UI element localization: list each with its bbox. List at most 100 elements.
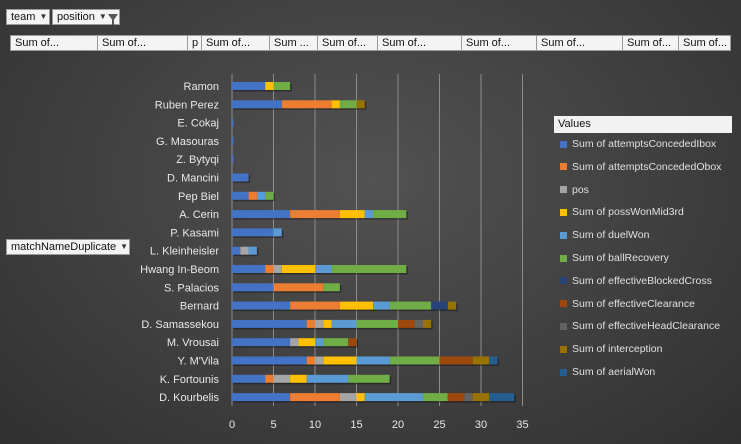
bar-segment <box>232 246 241 255</box>
bar-segment <box>281 265 315 273</box>
y-axis-tick-label: D. Samassekou <box>141 319 219 331</box>
bar-segment-group <box>422 319 433 330</box>
value-fields-row: Sum of... Sum of... p Sum of... Sum ... … <box>10 35 731 51</box>
bar-segment-group <box>232 210 292 220</box>
bar-segment-group <box>265 191 275 202</box>
y-axis-tick-label: Hwang In-Beom <box>140 264 219 276</box>
legend-swatch <box>560 368 567 376</box>
y-axis-tick-label: S. Palacios <box>164 282 220 294</box>
legend-title: Values <box>554 116 732 133</box>
bar-segment-group <box>232 173 251 183</box>
row-field-button[interactable]: matchNameDuplicate ▼ <box>6 239 130 255</box>
value-field-button[interactable]: Sum of... <box>10 35 97 51</box>
value-field-button[interactable]: Sum of... <box>377 35 461 51</box>
bar-segment <box>398 319 415 328</box>
bar-segment <box>447 393 465 402</box>
y-axis-tick-label: Y. M'Vila <box>178 356 220 368</box>
legend-item: Sum of ballRecovery <box>560 252 669 264</box>
bar-segment-group <box>256 191 267 202</box>
bar-segment-group <box>472 356 491 366</box>
bar-segment-group <box>298 338 317 348</box>
bar-segment <box>323 356 357 365</box>
y-axis-tick-label: L. Kleinheisler <box>150 246 219 258</box>
bar-segment <box>265 191 274 200</box>
legend-item: Sum of possWonMid3rd <box>560 206 684 218</box>
bar-segment-group <box>389 301 433 312</box>
value-field-button[interactable]: Sum of... <box>678 35 731 51</box>
team-filter-button[interactable]: team ▼ <box>6 9 50 25</box>
x-axis-tick-label: 0 <box>229 419 235 431</box>
value-field-button[interactable]: Sum of... <box>317 35 377 51</box>
bar-segment-group <box>232 338 292 348</box>
value-field-button[interactable]: Sum of... <box>97 35 187 51</box>
team-filter-label: team <box>11 11 36 23</box>
legend-swatch <box>560 186 567 194</box>
value-field-label: Sum of... <box>206 37 251 49</box>
bar-segment <box>256 191 266 200</box>
bar-segment <box>414 319 423 328</box>
bar-segment-group <box>232 228 275 238</box>
bar-segment <box>422 319 432 328</box>
position-filter-label: position <box>57 11 95 23</box>
bar-segment-group <box>339 100 358 110</box>
bar-segment-group <box>265 82 275 92</box>
legend-label: Sum of ballRecovery <box>572 252 669 264</box>
legend-swatch <box>560 345 567 353</box>
bar-segment <box>331 265 407 273</box>
position-filter-button[interactable]: position ▼ <box>52 9 120 25</box>
bar-segment <box>472 356 490 365</box>
bar-segment-group <box>331 319 358 330</box>
value-field-button[interactable]: Sum of... <box>536 35 622 51</box>
bar-segment <box>232 118 234 127</box>
value-field-label: p <box>192 37 199 49</box>
bar-segment <box>331 319 357 328</box>
bar-segment <box>232 338 291 347</box>
bar-segment <box>290 374 307 383</box>
bar-segment <box>356 356 390 365</box>
bar-segment <box>281 100 332 109</box>
bar-segment-group <box>232 301 292 312</box>
legend-label: Sum of attemptsConcededObox <box>572 160 722 173</box>
bar-segment-group <box>290 374 309 385</box>
legend-label: Sum of possWonMid3rd <box>572 206 684 219</box>
value-field-button[interactable]: Sum of... <box>461 35 536 51</box>
value-field-button[interactable]: Sum of... <box>201 35 269 51</box>
chevron-down-icon: ▼ <box>39 12 48 21</box>
bar-segment <box>273 283 324 292</box>
bar-segment-group <box>389 356 441 366</box>
y-axis-tick-label: P. Kasami <box>170 227 219 239</box>
value-field-label: Sum ... <box>274 37 309 49</box>
bar-segment <box>290 210 340 219</box>
bar-segment <box>265 374 274 383</box>
bar-segment-group <box>331 100 342 110</box>
legend-item: Sum of attemptsConcededIbox <box>560 138 716 150</box>
bar-segment-group <box>323 283 342 293</box>
bar-segment <box>439 356 473 365</box>
bar-segment <box>232 374 266 383</box>
bar-segment-group <box>447 393 466 403</box>
bar-segment-group <box>323 356 358 366</box>
bar-segment-group <box>356 393 367 403</box>
x-axis-tick-label: 10 <box>309 419 321 431</box>
bar-segment-group <box>306 356 317 366</box>
bar-segment-group <box>281 265 317 275</box>
legend-item: Sum of effectiveBlockedCross <box>560 275 712 287</box>
legend-label: Sum of effectiveHeadClearance <box>572 320 721 333</box>
bar-segment <box>232 265 266 273</box>
legend-label: Sum of interception <box>572 343 663 356</box>
x-axis-tick-label: 35 <box>516 419 528 431</box>
bar-segment-group <box>315 319 325 330</box>
bar-segment-group <box>306 374 350 385</box>
value-field-button[interactable]: Sum of... <box>622 35 678 51</box>
bar-segment-group <box>364 393 425 403</box>
value-field-button[interactable]: p <box>187 35 201 51</box>
value-field-label: Sum of... <box>322 37 367 49</box>
value-field-button[interactable]: Sum ... <box>269 35 317 51</box>
bar-segment-group <box>265 265 275 275</box>
x-axis-tick-label: 25 <box>433 419 445 431</box>
y-axis-labels: Ramon Ruben Perez E. Cokaj G. Masouras Z. By… <box>140 81 220 404</box>
legend-item: Sum of interception <box>560 343 662 355</box>
chart-bars <box>232 82 516 403</box>
value-field-label: Sum of... <box>15 37 60 49</box>
